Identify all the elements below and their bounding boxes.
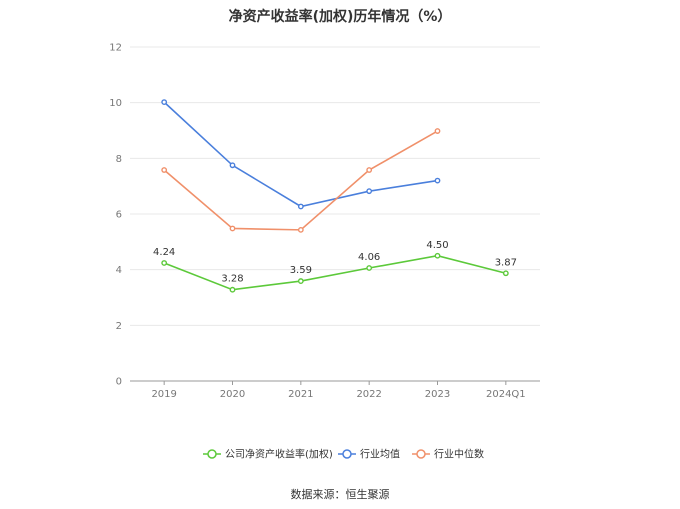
data-point[interactable] xyxy=(161,99,168,106)
series-1 xyxy=(161,99,441,210)
chart-title: 净资产收益率(加权)历年情况（%） xyxy=(228,9,452,25)
legend-item-2[interactable]: 行业中位数 xyxy=(412,448,484,461)
data-label: 4.50 xyxy=(426,240,448,251)
legend-label: 行业中位数 xyxy=(434,448,484,461)
y-tick-label: 4 xyxy=(116,265,122,276)
x-axis-ticks: 2019 2020 2021 2022 2023 2024Q1 xyxy=(151,381,526,400)
data-label: 3.28 xyxy=(221,274,243,285)
data-point[interactable] xyxy=(297,203,304,210)
legend-label: 行业均值 xyxy=(360,448,400,461)
data-label: 3.59 xyxy=(290,265,312,276)
data-point[interactable] xyxy=(229,225,236,232)
x-tick-label: 2024Q1 xyxy=(486,389,526,400)
legend-item-1[interactable]: 行业均值 xyxy=(338,448,400,461)
data-label: 4.06 xyxy=(358,252,380,263)
source-note: 数据来源：恒生聚源 xyxy=(290,488,390,501)
x-tick-label: 2022 xyxy=(356,389,381,400)
y-tick-label: 6 xyxy=(116,210,122,221)
series-line xyxy=(163,130,438,231)
x-tick-label: 2020 xyxy=(220,389,245,400)
data-point[interactable] xyxy=(366,167,373,173)
y-tick-label: 0 xyxy=(116,377,122,388)
legend-item-0[interactable]: 公司净资产收益率(加权) xyxy=(203,448,333,461)
series-line xyxy=(163,254,507,291)
legend-marker xyxy=(416,449,426,459)
data-point[interactable] xyxy=(161,167,168,173)
series-group: 4.24 3.28 3.59 4.06 4.50 3.87 xyxy=(153,99,517,293)
x-tick-label: 2019 xyxy=(151,389,176,400)
data-point[interactable] xyxy=(366,265,373,271)
legend-label: 公司净资产收益率(加权) xyxy=(225,448,333,461)
data-point[interactable] xyxy=(434,128,441,134)
legend-marker xyxy=(207,449,217,459)
data-point[interactable] xyxy=(366,188,373,195)
data-label: 4.24 xyxy=(153,247,175,258)
data-label: 3.87 xyxy=(495,257,517,268)
x-tick-label: 2023 xyxy=(425,389,450,400)
y-tick-label: 10 xyxy=(109,98,122,109)
data-point[interactable] xyxy=(229,162,236,169)
data-point[interactable] xyxy=(297,278,304,284)
data-point[interactable] xyxy=(229,286,236,293)
series-2 xyxy=(161,128,441,233)
legend: 公司净资产收益率(加权) 行业均值 行业中位数 xyxy=(203,448,484,461)
y-tick-label: 8 xyxy=(116,154,122,165)
data-point[interactable] xyxy=(434,177,441,184)
data-point[interactable] xyxy=(161,260,168,266)
data-point[interactable] xyxy=(502,270,509,277)
legend-marker xyxy=(342,449,352,459)
y-tick-label: 2 xyxy=(116,321,122,332)
grid-lines xyxy=(130,46,540,326)
data-point[interactable] xyxy=(297,226,304,233)
series-0: 4.24 3.28 3.59 4.06 4.50 3.87 xyxy=(153,240,517,293)
y-axis-ticks: 0 2 4 6 8 10 12 xyxy=(109,43,122,388)
x-tick-label: 2021 xyxy=(288,389,313,400)
data-point[interactable] xyxy=(434,252,441,259)
y-tick-label: 12 xyxy=(109,43,122,54)
